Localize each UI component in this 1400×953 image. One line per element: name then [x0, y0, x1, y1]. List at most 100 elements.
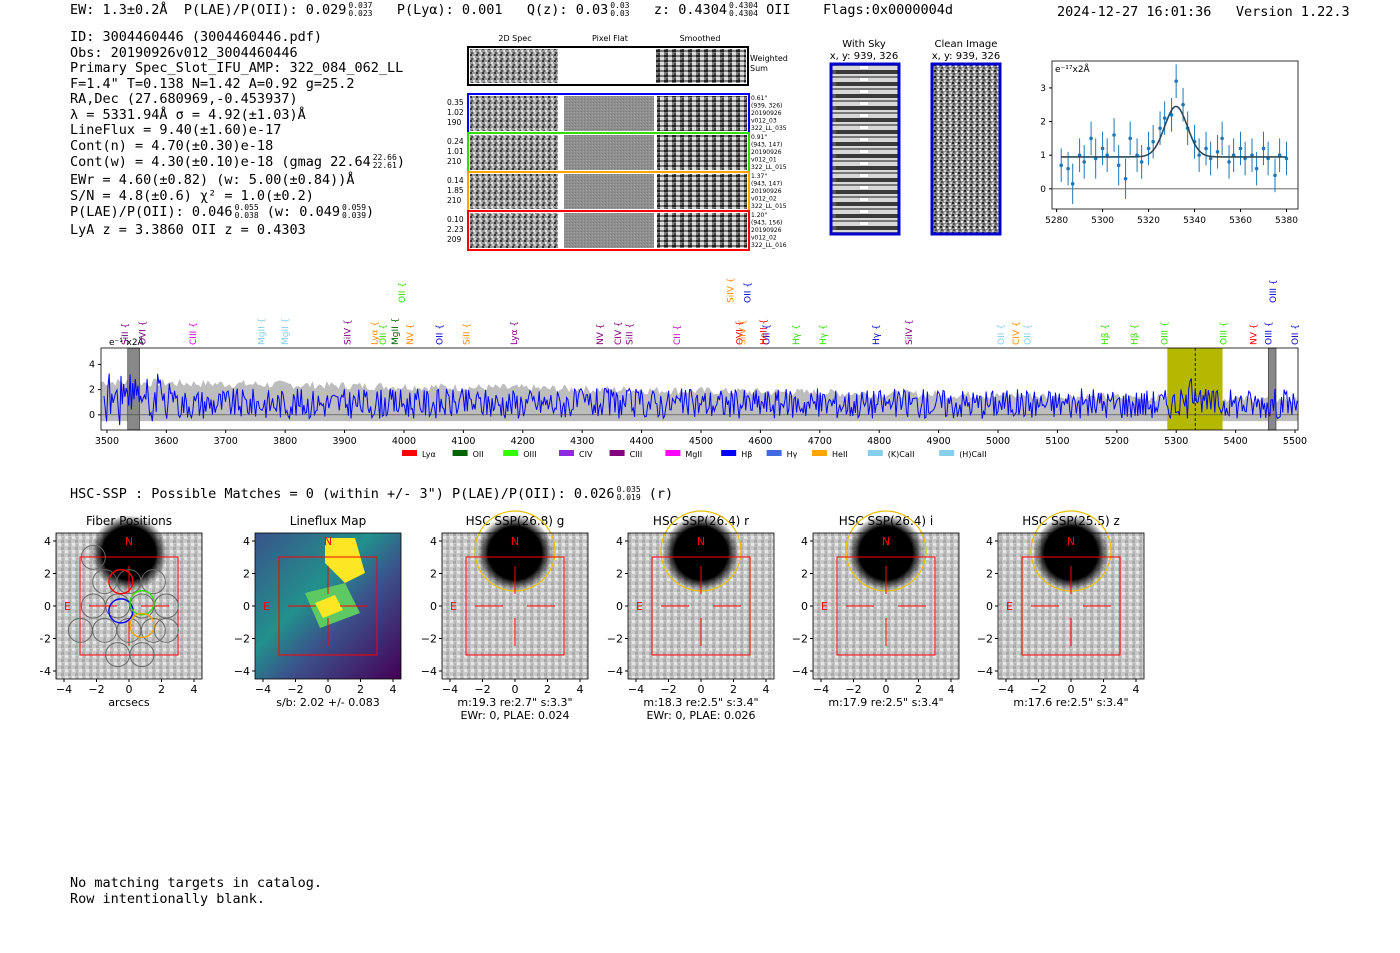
- fit-point-35: [1261, 146, 1266, 151]
- panel-compass-n-1: N: [324, 535, 332, 548]
- header-flags: Flags:0x0000004d: [822, 2, 954, 18]
- line-marker-5: SiIV {: [344, 319, 354, 345]
- fit-point-0: [1059, 163, 1063, 168]
- legend-label-6: Hβ: [741, 450, 752, 459]
- panel-ytick-label-5-3: −2: [977, 633, 993, 646]
- panel-compass-e-0: E: [64, 600, 71, 613]
- legend-swatch-8: [812, 450, 827, 456]
- fiber-2: [140, 569, 166, 595]
- cutout-detail-0-1: (939, 326): [751, 103, 782, 110]
- spectrum-xtick-label-5: 4000: [392, 436, 416, 447]
- spectrum-xtick-label-7: 4200: [511, 436, 535, 447]
- fit-point-37: [1273, 173, 1277, 178]
- line-marker-10: OII {: [436, 324, 446, 345]
- panel-xtick-label-5-0: −4: [998, 683, 1014, 696]
- fit-point-29: [1227, 160, 1231, 164]
- panel-xlabel2-2: EWr: 0, PLAE: 0.024: [460, 709, 569, 722]
- fit-point-9: [1112, 133, 1116, 137]
- spectrum-xtick-label-15: 5000: [986, 436, 1010, 447]
- col-2d-spec: 2D Spec: [498, 34, 531, 43]
- line-marker-23: Hγ {: [872, 324, 882, 345]
- panel-ytick-label-2-3: −2: [421, 633, 437, 646]
- hsc-summary: HSC-SSP : Possible Matches = 0 (within +…: [70, 486, 674, 503]
- upper-line-marker-2: OII {: [743, 282, 753, 303]
- panel-xtick-label-0-2: 0: [126, 683, 133, 696]
- with-sky-xy: x, y: 939, 326: [830, 51, 899, 62]
- fit-point-21: [1181, 102, 1185, 107]
- panel-xtick-label-1-1: −2: [287, 683, 303, 696]
- clean-xy: x, y: 939, 326: [932, 51, 1001, 62]
- fit-point-7: [1100, 146, 1105, 151]
- legend-swatch-4: [609, 450, 625, 456]
- panel-ytick-label-0-0: 4: [44, 535, 51, 548]
- panel-crosshair-3: [661, 566, 741, 646]
- panel-xtick-label-0-1: −2: [88, 683, 104, 696]
- fit-xtick-label-0: 5280: [1045, 216, 1068, 226]
- line-marker-11: SiII {: [462, 323, 472, 345]
- panel-crosshair-1: [288, 566, 368, 646]
- panel-ytick-label-4-1: 2: [801, 568, 808, 581]
- panel-ytick-label-3-3: −2: [607, 633, 623, 646]
- panel-compass-e-1: E: [263, 600, 270, 613]
- line-marker-18: SiIV {: [739, 319, 749, 345]
- cutout-v1-2: 0.14: [447, 176, 464, 185]
- cutout-frame-3: [467, 210, 750, 251]
- fit-point-14: [1139, 160, 1144, 164]
- panel-group: Fiber PositionsNE−44−22002−24−4arcsecsLi…: [40, 510, 1145, 722]
- fit-point-15: [1146, 146, 1151, 151]
- line-marker-9: NV {: [406, 324, 416, 345]
- spectrum-xtick-label-19: 5400: [1224, 436, 1248, 447]
- header-z-line: OII: [766, 2, 791, 18]
- panel-crosshair-2: [475, 566, 555, 646]
- sky-images: With Sky x, y: 939, 326 Clean Image x, y…: [829, 39, 1002, 236]
- cutout-v1-0: 0.35: [447, 98, 464, 107]
- info-plae-range: 0.055 0.038: [234, 203, 259, 220]
- spectrum-xtick-label-18: 5300: [1164, 436, 1188, 447]
- info-ewr: EWr = 4.60(±0.82) (w: 5.00(±0.84))Å: [70, 172, 355, 188]
- line-marker-22: Hγ {: [819, 324, 829, 345]
- hsc-band: (r): [648, 486, 674, 502]
- panel-xlabel2-3: EWr: 0, PLAE: 0.026: [646, 709, 755, 722]
- info-plae: P(LAE)/P(OII): 0.046: [70, 204, 233, 220]
- fit-point-30: [1231, 153, 1236, 157]
- spectra-cutouts: 2D Spec Pixel Flat Smoothed Weighted Sum…: [447, 34, 788, 251]
- panel-compass-n-0: N: [125, 535, 133, 548]
- col-pixel-flat: Pixel Flat: [592, 34, 628, 43]
- line-marker-21: Hγ {: [792, 324, 802, 345]
- panel-compass-n-3: N: [697, 535, 705, 548]
- cutout-v1-1: 0.24: [447, 137, 464, 146]
- upper-line-marker-1: SiIV {: [727, 277, 737, 303]
- spectrum-xtick-label-10: 4500: [689, 436, 713, 447]
- fit-point-28: [1220, 136, 1224, 141]
- panel-xlabel-3: m:18.3 re:2.5" s:3.4": [643, 696, 758, 709]
- header-timestamp: 2024-12-27 16:01:36 Version 1.22.3: [1057, 4, 1350, 20]
- panel-bright-star-5: [1033, 515, 1109, 591]
- panel-ytick-label-3-4: −4: [607, 665, 623, 678]
- panel-xtick-label-5-4: 4: [1133, 683, 1140, 696]
- line-marker-24: SiIV {: [905, 319, 915, 345]
- line-marker-3: MgII {: [257, 318, 267, 345]
- spectrum-axes-frame: [100, 347, 1299, 431]
- cutout-2d-1: [470, 135, 558, 170]
- with-sky-image: [829, 62, 901, 236]
- panel-compass-e-5: E: [1006, 600, 1013, 613]
- panel-xlabel-2: m:19.3 re:2.7" s:3.3": [457, 696, 572, 709]
- cutout-v3-0: 190: [447, 118, 462, 127]
- fiber-9: [140, 617, 166, 643]
- lineflux-bright-spot: [325, 538, 365, 583]
- header-ew: EW: 1.3±0.2Å: [70, 2, 168, 18]
- cutout-flat-3: [564, 213, 654, 248]
- panel-1: Lineflux Map N E −4 4 −2 2 0 0 2 −2 4 −4 s/b: 2.02 +/…: [234, 514, 402, 709]
- panel-ytick-label-1-0: 4: [243, 535, 250, 548]
- cutout-detail-3-0: 1.20": [751, 212, 767, 219]
- spectrum-flux-line: [103, 373, 1298, 426]
- fit-ytick-label-0: 0: [1040, 185, 1046, 195]
- fit-point-16: [1151, 139, 1155, 144]
- legend-swatch-10: [939, 450, 955, 456]
- panel-ytick-label-4-4: −4: [792, 665, 808, 678]
- panel-ytick-label-5-4: −4: [977, 665, 993, 678]
- cutout-v2-2: 1.85: [447, 186, 464, 195]
- fit-point-25: [1204, 146, 1208, 151]
